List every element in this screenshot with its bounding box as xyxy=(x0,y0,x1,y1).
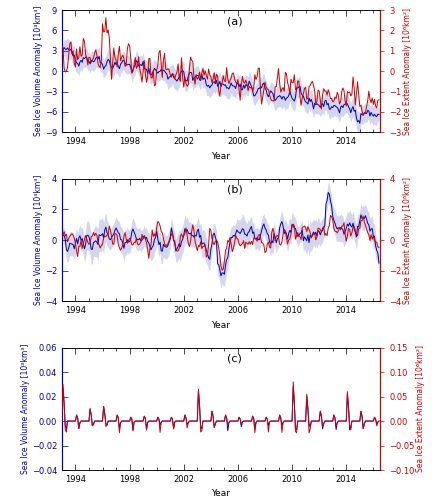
Y-axis label: Sea Ice Volume Anomaly [10³km³]: Sea Ice Volume Anomaly [10³km³] xyxy=(21,344,30,474)
X-axis label: Year: Year xyxy=(212,320,230,330)
Y-axis label: Sea Ice Extent Anomaly [10⁶km²]: Sea Ice Extent Anomaly [10⁶km²] xyxy=(403,176,412,304)
Y-axis label: Sea Ice Volume Anomaly [10³km³]: Sea Ice Volume Anomaly [10³km³] xyxy=(34,6,43,136)
Text: (c): (c) xyxy=(227,354,242,364)
Text: (b): (b) xyxy=(227,185,243,195)
X-axis label: Year: Year xyxy=(212,152,230,161)
X-axis label: Year: Year xyxy=(212,490,230,498)
Y-axis label: Sea Ice Extent Anomaly [10⁶km²]: Sea Ice Extent Anomaly [10⁶km²] xyxy=(416,346,425,472)
Text: (a): (a) xyxy=(227,16,243,26)
Y-axis label: Sea Ice Extent Anomaly [10⁶km²]: Sea Ice Extent Anomaly [10⁶km²] xyxy=(403,8,412,134)
Y-axis label: Sea Ice Volume Anomaly [10³km³]: Sea Ice Volume Anomaly [10³km³] xyxy=(34,175,43,305)
